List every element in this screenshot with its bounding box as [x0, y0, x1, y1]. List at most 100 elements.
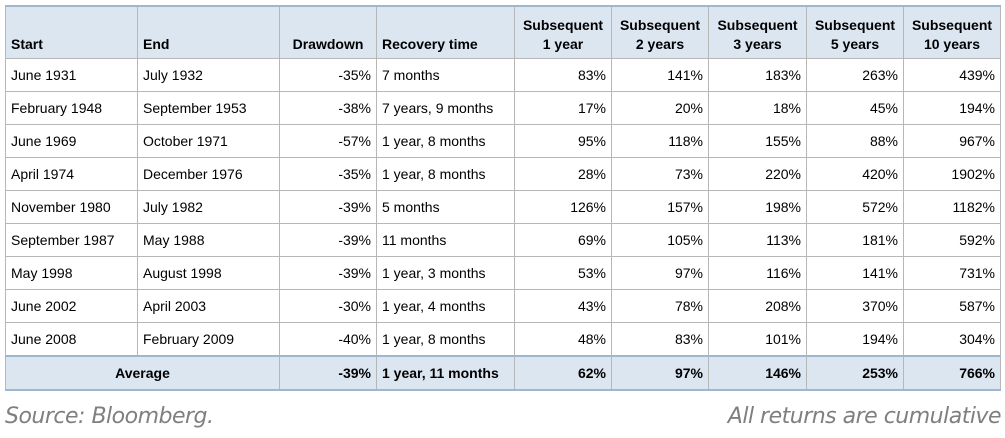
cell-subsequent-1-year: 95% — [514, 124, 612, 158]
average-subsequent-1-year: 62% — [514, 355, 612, 391]
cell-subsequent-2-years: 78% — [611, 289, 709, 323]
cell-drawdown: -35% — [279, 58, 377, 92]
cell-subsequent-5-years: 370% — [806, 289, 904, 323]
cell-end: May 1988 — [137, 223, 280, 257]
cell-subsequent-1-year: 69% — [514, 223, 612, 257]
cell-drawdown: -39% — [279, 190, 377, 224]
cell-drawdown: -57% — [279, 124, 377, 158]
average-subsequent-5-years: 253% — [806, 355, 904, 391]
header-subsequent-1-year: Subsequent 1 year — [514, 5, 612, 59]
cell-subsequent-10-years: 1182% — [903, 190, 1001, 224]
table-row: June 2002 April 2003 -30% 1 year, 4 mont… — [5, 289, 1001, 323]
cell-end: February 2009 — [137, 322, 280, 357]
table-row: November 1980 July 1982 -39% 5 months 12… — [5, 190, 1001, 224]
cell-start: June 2008 — [5, 322, 138, 357]
header-subsequent-3-years: Subsequent 3 years — [708, 5, 807, 59]
header-line-1: Subsequent — [522, 17, 604, 33]
cell-recovery-time: 1 year, 8 months — [376, 322, 515, 357]
average-label: Average — [5, 355, 280, 391]
cell-drawdown: -35% — [279, 157, 377, 191]
cell-recovery-time: 11 months — [376, 223, 515, 257]
cell-subsequent-10-years: 304% — [903, 322, 1001, 357]
cell-subsequent-5-years: 263% — [806, 58, 904, 92]
cell-subsequent-10-years: 587% — [903, 289, 1001, 323]
average-subsequent-2-years: 97% — [611, 355, 709, 391]
header-line-1: Subsequent — [911, 17, 993, 33]
average-row: Average -39% 1 year, 11 months 62% 97% 1… — [5, 355, 1001, 391]
average-drawdown: -39% — [279, 355, 377, 391]
cell-subsequent-3-years: 116% — [708, 256, 807, 290]
cell-subsequent-10-years: 967% — [903, 124, 1001, 158]
table-row: September 1987 May 1988 -39% 11 months 6… — [5, 223, 1001, 257]
cell-subsequent-1-year: 83% — [514, 58, 612, 92]
cell-subsequent-2-years: 118% — [611, 124, 709, 158]
cell-subsequent-10-years: 731% — [903, 256, 1001, 290]
cell-start: September 1987 — [5, 223, 138, 257]
header-line-2: 3 years — [733, 36, 782, 52]
cell-end: August 1998 — [137, 256, 280, 290]
returns-note: All returns are cumulative — [727, 404, 1002, 429]
header-line-2: 2 years — [635, 36, 685, 52]
cell-subsequent-3-years: 198% — [708, 190, 807, 224]
cell-subsequent-2-years: 141% — [611, 58, 709, 92]
cell-subsequent-1-year: 28% — [514, 157, 612, 191]
cell-drawdown: -39% — [279, 256, 377, 290]
cell-subsequent-10-years: 439% — [903, 58, 1001, 92]
table-row: June 1969 October 1971 -57% 1 year, 8 mo… — [5, 124, 1001, 158]
cell-subsequent-2-years: 105% — [611, 223, 709, 257]
cell-start: June 2002 — [5, 289, 138, 323]
cell-subsequent-3-years: 220% — [708, 157, 807, 191]
average-recovery-time: 1 year, 11 months — [376, 355, 515, 391]
header-line-1: Subsequent — [717, 17, 798, 33]
cell-subsequent-3-years: 18% — [708, 91, 807, 125]
cell-start: November 1980 — [5, 190, 138, 224]
cell-recovery-time: 7 years, 9 months — [376, 91, 515, 125]
cell-subsequent-1-year: 48% — [514, 322, 612, 357]
header-subsequent-5-years: Subsequent 5 years — [806, 5, 904, 59]
cell-start: June 1969 — [5, 124, 138, 158]
header-line-2: 10 years — [923, 36, 981, 52]
cell-recovery-time: 5 months — [376, 190, 515, 224]
table-row: February 1948 September 1953 -38% 7 year… — [5, 91, 1001, 125]
cell-subsequent-1-year: 43% — [514, 289, 612, 323]
cell-subsequent-3-years: 208% — [708, 289, 807, 323]
header-start: Start — [5, 5, 138, 59]
cell-subsequent-10-years: 592% — [903, 223, 1001, 257]
cell-recovery-time: 1 year, 3 months — [376, 256, 515, 290]
cell-subsequent-5-years: 194% — [806, 322, 904, 357]
cell-subsequent-3-years: 155% — [708, 124, 807, 158]
cell-end: July 1932 — [137, 58, 280, 92]
header-drawdown: Drawdown — [279, 5, 377, 59]
cell-subsequent-2-years: 97% — [611, 256, 709, 290]
cell-subsequent-5-years: 45% — [806, 91, 904, 125]
header-line-1: Subsequent — [619, 17, 701, 33]
table-row: June 1931 July 1932 -35% 7 months 83% 14… — [5, 58, 1001, 92]
cell-recovery-time: 7 months — [376, 58, 515, 92]
cell-subsequent-2-years: 20% — [611, 91, 709, 125]
cell-end: April 2003 — [137, 289, 280, 323]
cell-subsequent-5-years: 181% — [806, 223, 904, 257]
header-subsequent-10-years: Subsequent 10 years — [903, 5, 1001, 59]
table-row: May 1998 August 1998 -39% 1 year, 3 mont… — [5, 256, 1001, 290]
cell-recovery-time: 1 year, 8 months — [376, 157, 515, 191]
cell-end: July 1982 — [137, 190, 280, 224]
cell-subsequent-5-years: 572% — [806, 190, 904, 224]
cell-drawdown: -38% — [279, 91, 377, 125]
drawdown-recovery-table: Start End Drawdown Recovery time Subsequ… — [5, 5, 1001, 391]
cell-subsequent-2-years: 83% — [611, 322, 709, 357]
cell-drawdown: -30% — [279, 289, 377, 323]
cell-start: April 1974 — [5, 157, 138, 191]
cell-start: May 1998 — [5, 256, 138, 290]
header-line-2: 1 year — [542, 36, 584, 52]
cell-subsequent-2-years: 157% — [611, 190, 709, 224]
cell-subsequent-10-years: 194% — [903, 91, 1001, 125]
cell-end: December 1976 — [137, 157, 280, 191]
cell-recovery-time: 1 year, 8 months — [376, 124, 515, 158]
cell-end: September 1953 — [137, 91, 280, 125]
cell-subsequent-3-years: 183% — [708, 58, 807, 92]
cell-subsequent-10-years: 1902% — [903, 157, 1001, 191]
cell-start: February 1948 — [5, 91, 138, 125]
header-end: End — [137, 5, 280, 59]
cell-subsequent-5-years: 88% — [806, 124, 904, 158]
cell-recovery-time: 1 year, 4 months — [376, 289, 515, 323]
